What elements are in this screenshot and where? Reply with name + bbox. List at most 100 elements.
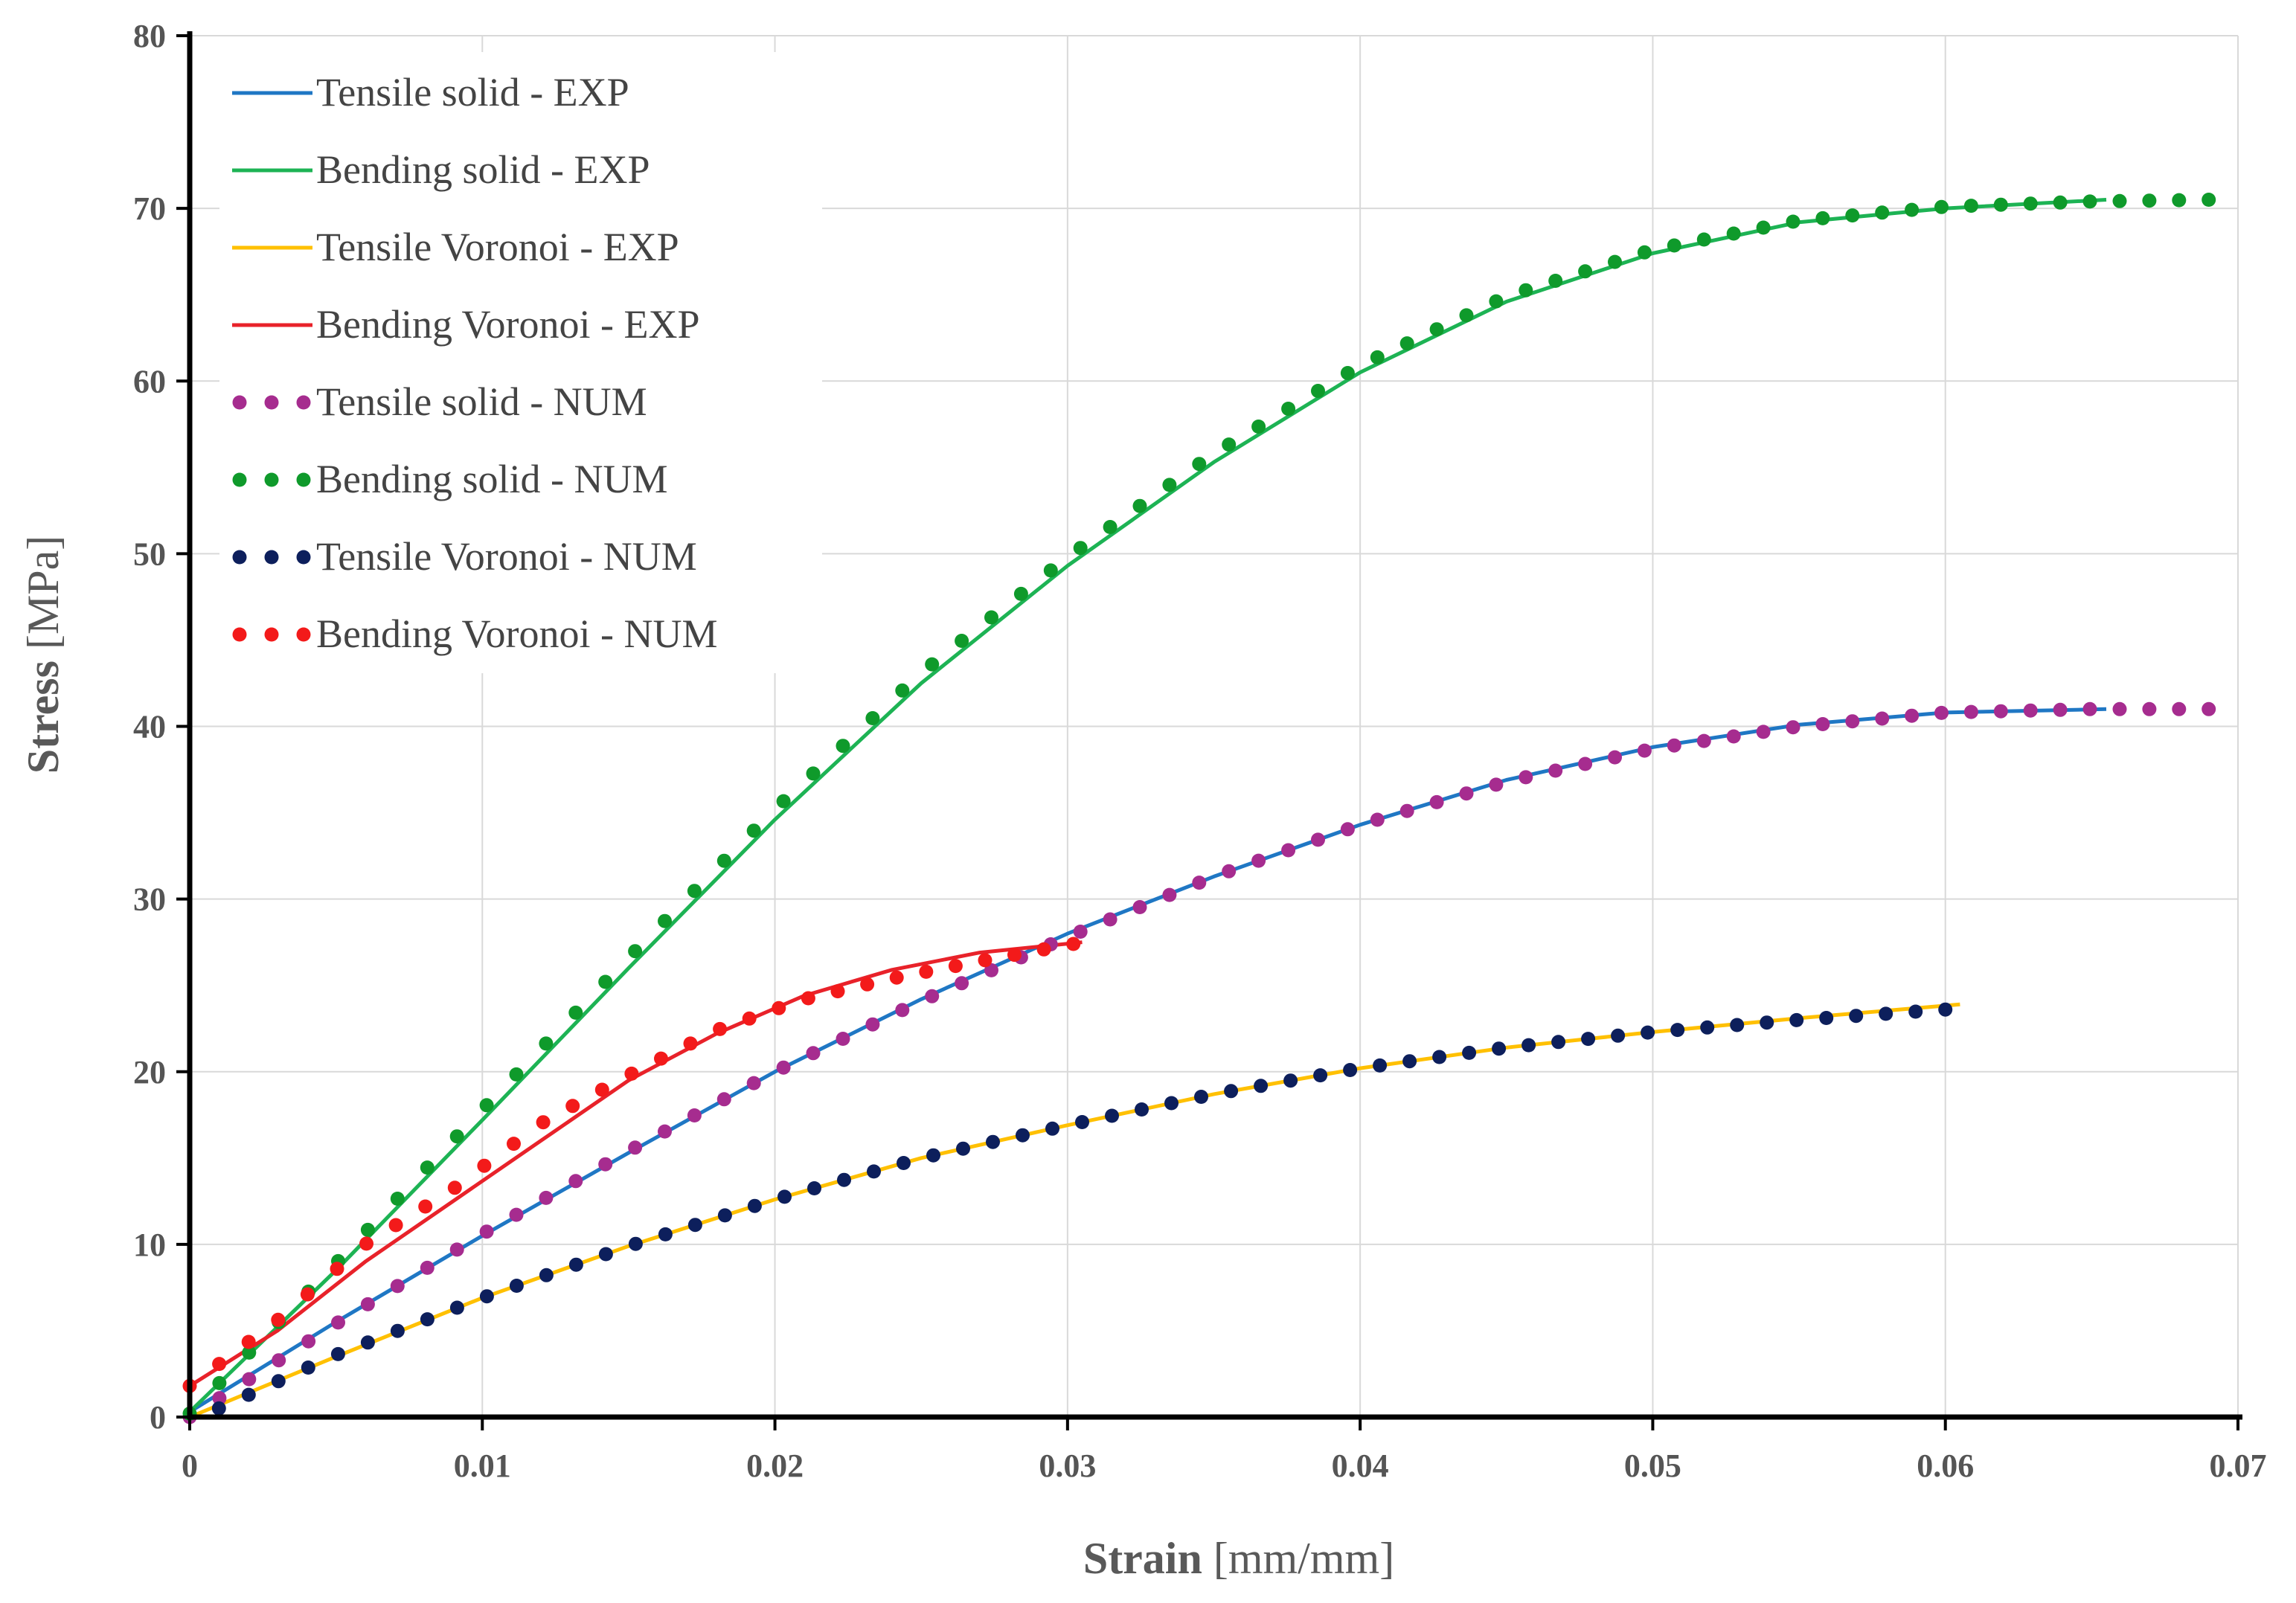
legend-item-tensile-voronoi-num: Tensile Voronoi - NUM: [232, 534, 697, 579]
data-point: [683, 1036, 698, 1051]
data-point: [1132, 900, 1147, 914]
data-point: [536, 1115, 551, 1130]
data-point: [241, 1334, 256, 1349]
data-point: [830, 984, 845, 999]
data-point: [889, 970, 904, 985]
data-point: [1045, 1121, 1059, 1136]
data-point: [2142, 193, 2157, 208]
data-point: [330, 1262, 344, 1276]
data-point: [1251, 420, 1266, 434]
data-point: [418, 1199, 433, 1214]
data-point: [2023, 703, 2038, 718]
data-point: [806, 1046, 821, 1061]
data-point: [390, 1279, 405, 1294]
data-point: [509, 1279, 524, 1293]
x-axis-title: Strain [mm/mm]: [1083, 1534, 1394, 1583]
data-point: [1845, 714, 1860, 729]
x-tick-label-1: 0.01: [454, 1448, 511, 1484]
data-point: [1789, 1012, 1804, 1027]
y-axis-title-bold: Stress: [19, 661, 68, 774]
data-point: [687, 884, 702, 899]
x-tick-label-6: 0.06: [1917, 1448, 1974, 1484]
data-point: [1786, 720, 1800, 735]
x-axis-title-unit: [mm/mm]: [1202, 1534, 1394, 1583]
data-point: [360, 1222, 375, 1237]
data-point: [716, 1092, 731, 1107]
data-point: [1429, 794, 1444, 809]
legend-swatch-dot: [264, 472, 279, 487]
legend-swatch-dot: [232, 550, 247, 565]
legend-label: Tensile Voronoi - EXP: [316, 225, 679, 269]
legend-item-tensile-solid-num: Tensile solid - NUM: [232, 379, 647, 424]
series-line-bending-voronoi-exp: [188, 940, 1083, 1388]
data-point: [1132, 498, 1147, 513]
data-point: [331, 1315, 345, 1330]
legend-swatch-dot: [232, 395, 247, 410]
data-point: [1373, 1058, 1388, 1073]
data-point: [1075, 1115, 1089, 1129]
data-point: [1611, 1028, 1626, 1043]
data-point: [1016, 1128, 1030, 1143]
data-point: [568, 1174, 583, 1189]
data-point: [509, 1207, 524, 1222]
data-point: [300, 1287, 315, 1302]
data-point: [1875, 711, 1890, 726]
data-point: [1281, 843, 1296, 858]
data-point: [1432, 1050, 1447, 1064]
data-point: [895, 1003, 910, 1018]
data-point: [624, 1066, 639, 1081]
legend-label: Tensile Voronoi - NUM: [316, 534, 697, 579]
data-point: [1670, 1023, 1685, 1038]
data-point: [865, 1017, 880, 1032]
data-point: [2082, 701, 2097, 716]
data-point: [1254, 1079, 1269, 1093]
data-point: [449, 1242, 464, 1257]
x-axis-title-bold: Strain: [1083, 1534, 1202, 1583]
data-point: [539, 1268, 554, 1282]
y-tick-label-8: 80: [133, 18, 166, 54]
data-point: [212, 1391, 227, 1406]
data-point: [2202, 701, 2216, 716]
data-point: [1700, 1020, 1715, 1035]
data-point: [1845, 208, 1860, 223]
data-point: [420, 1312, 434, 1327]
data-point: [867, 1164, 881, 1179]
data-point: [897, 1156, 911, 1170]
data-point: [1756, 220, 1771, 235]
data-point: [1429, 322, 1444, 337]
data-point: [1492, 1041, 1507, 1056]
data-point: [301, 1334, 316, 1349]
data-point: [806, 766, 821, 781]
data-point: [2202, 193, 2216, 207]
data-point: [1696, 232, 1711, 247]
data-point: [955, 634, 969, 648]
data-point: [1519, 770, 1533, 785]
data-point: [1281, 402, 1296, 416]
data-point: [776, 1060, 791, 1075]
data-point: [359, 1236, 373, 1251]
data-point: [658, 913, 672, 928]
x-tick-label-0: 0: [182, 1448, 198, 1484]
x-tick-label-4: 0.04: [1332, 1448, 1389, 1484]
data-point: [1963, 704, 1978, 719]
data-point: [1399, 803, 1414, 818]
data-point: [926, 1148, 940, 1163]
data-point: [447, 1180, 462, 1195]
data-point: [1224, 1084, 1239, 1099]
data-point: [658, 1227, 673, 1241]
series-dots-bending-solid-num: [182, 193, 2216, 1421]
data-point: [242, 1345, 257, 1360]
y-axis-title: Stress [MPa]: [19, 536, 68, 774]
data-point: [654, 1051, 668, 1066]
data-point: [1578, 264, 1593, 279]
data-point: [449, 1129, 464, 1144]
legend-swatch-dot: [264, 550, 279, 565]
legend-swatch-dot: [296, 395, 311, 410]
data-point: [2023, 196, 2038, 211]
y-tick-label-4: 40: [133, 709, 166, 745]
data-point: [986, 1134, 1000, 1149]
data-point: [390, 1323, 405, 1338]
data-point: [837, 1172, 851, 1187]
data-point: [1194, 1090, 1208, 1104]
